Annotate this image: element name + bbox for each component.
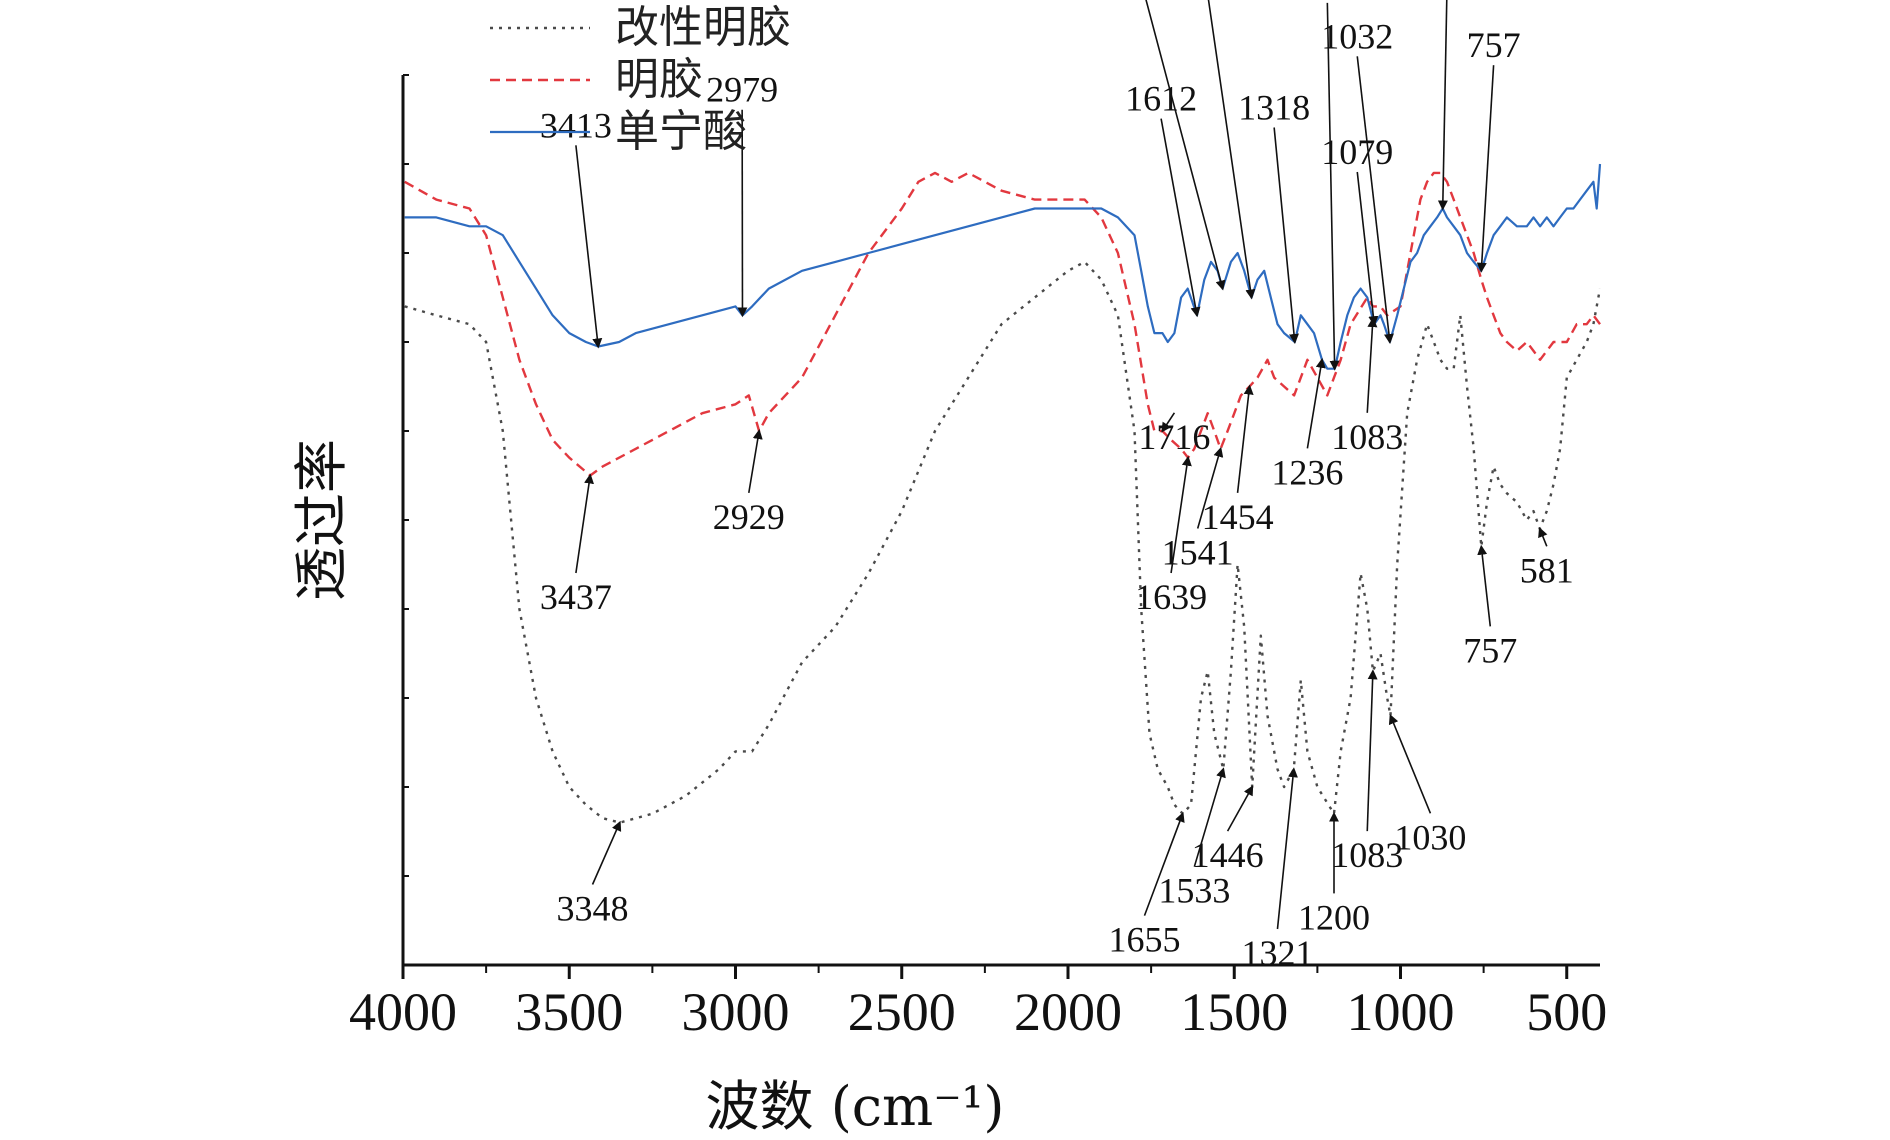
x-tick-label: 4000 (349, 982, 457, 1042)
x-tick-label: 2000 (1014, 982, 1122, 1042)
peak-label: 1083 (1331, 835, 1403, 875)
y-ticks (403, 74, 409, 966)
x-tick-label: 3000 (682, 982, 790, 1042)
x-tick-label: 1000 (1347, 982, 1455, 1042)
y-axis-title: 透过率 (290, 439, 353, 601)
annotation-arrow (1538, 527, 1548, 547)
peak-label: 1079 (1321, 132, 1393, 172)
annotation-arrow (1356, 171, 1379, 327)
legend-label: 单宁酸 (615, 106, 747, 157)
peak-label: 1541 (1162, 533, 1234, 573)
x-tick-label: 2500 (848, 982, 956, 1042)
series-line-明胶 (404, 171, 1601, 477)
peak-label: 1639 (1135, 577, 1207, 617)
peak-label: 1321 (1241, 933, 1313, 973)
legend-label: 改性明胶 (615, 2, 791, 53)
annotation-arrow (1207, 0, 1256, 300)
peak-label: 1200 (1298, 897, 1370, 937)
series-layer (404, 163, 1602, 824)
peak-label: 3348 (557, 889, 629, 929)
annotation-arrow (1476, 65, 1495, 273)
annotation-arrow (1161, 412, 1176, 433)
annotation-arrow (575, 473, 594, 574)
peak-label: 2929 (713, 497, 785, 537)
annotation-arrow (1388, 713, 1432, 814)
x-tick-label: 500 (1526, 982, 1607, 1042)
annotation-arrow (1273, 127, 1299, 344)
series-line-改性明胶 (404, 260, 1602, 824)
peak-label: 1454 (1202, 497, 1274, 537)
annotation-arrow (1356, 56, 1394, 344)
annotation-arrow (1196, 446, 1224, 529)
peak-label: 1318 (1238, 88, 1310, 128)
peak-label: 1655 (1108, 920, 1180, 960)
annotation-arrow (1145, 0, 1226, 291)
peak-label: 1083 (1331, 417, 1403, 457)
annotation-arrow (1226, 785, 1254, 832)
peak-label: 1533 (1158, 871, 1230, 911)
peak-label: 1446 (1192, 835, 1264, 875)
peak-label: 2979 (706, 70, 778, 110)
peak-label: 1198 (1292, 0, 1363, 3)
peak-label: 1716 (1138, 417, 1210, 457)
annotation-arrow (1326, 2, 1340, 371)
annotation-arrow (748, 429, 763, 494)
peak-label: 1030 (1394, 817, 1466, 857)
peak-label: 3437 (540, 577, 612, 617)
annotation-arrow (1437, 0, 1448, 211)
x-tick-label: 3500 (515, 982, 623, 1042)
annotation-arrow (1160, 118, 1201, 318)
x-ticks: 4000 3500 3000 2500 2000 1500 1000 500 (349, 965, 1607, 1042)
x-tick-label: 1500 (1180, 982, 1288, 1042)
axes: 4000 3500 3000 2500 2000 1500 1000 500 (349, 74, 1607, 1042)
annotation-arrow (1193, 767, 1226, 867)
peak-label: 1612 (1125, 79, 1197, 119)
annotation-arrow (1366, 669, 1378, 832)
peak-label: 757 (1467, 25, 1521, 65)
annotation-arrow (1366, 317, 1378, 413)
annotation-arrow (1170, 455, 1192, 574)
annotation-arrow (1276, 767, 1298, 930)
legend-label: 明胶 (615, 54, 703, 105)
annotation-arrow (591, 820, 622, 885)
peak-label: 581 (1520, 550, 1574, 590)
annotation-arrow (1477, 544, 1492, 627)
peak-label: 757 (1463, 630, 1517, 670)
peak-label: 1236 (1271, 452, 1343, 492)
annotation-layer: 3413297916121535144813181198103210798737… (540, 0, 1574, 973)
peak-label: 3413 (540, 105, 612, 145)
annotation-arrow (1143, 811, 1185, 916)
annotation-arrow (575, 145, 603, 349)
annotation-arrow (1236, 384, 1254, 493)
series-line-单宁酸 (404, 163, 1602, 370)
peak-label: 1032 (1321, 16, 1393, 56)
x-axis-title: 波数 (cm⁻¹) (706, 1075, 1005, 1138)
annotation-arrow (1306, 357, 1326, 449)
